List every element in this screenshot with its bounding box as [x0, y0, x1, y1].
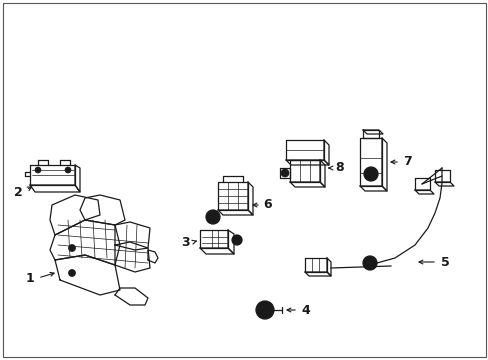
Polygon shape: [247, 182, 252, 215]
Circle shape: [68, 244, 75, 252]
Polygon shape: [115, 222, 150, 250]
Polygon shape: [285, 160, 328, 165]
Text: 1: 1: [25, 271, 34, 284]
Polygon shape: [227, 230, 234, 254]
Text: 7: 7: [403, 156, 411, 168]
Circle shape: [281, 169, 288, 177]
Polygon shape: [326, 258, 330, 276]
Text: 5: 5: [440, 256, 448, 269]
Circle shape: [209, 214, 216, 220]
Circle shape: [35, 167, 41, 173]
Polygon shape: [30, 185, 80, 192]
Polygon shape: [434, 182, 453, 186]
Circle shape: [366, 260, 373, 266]
Polygon shape: [218, 182, 247, 210]
Polygon shape: [305, 272, 330, 276]
Circle shape: [231, 235, 242, 245]
Circle shape: [256, 301, 273, 319]
Circle shape: [362, 256, 376, 270]
Circle shape: [65, 167, 71, 173]
Polygon shape: [200, 248, 234, 254]
Polygon shape: [359, 138, 381, 186]
Polygon shape: [414, 190, 433, 194]
Polygon shape: [289, 182, 325, 187]
Polygon shape: [362, 130, 378, 138]
Polygon shape: [359, 186, 386, 191]
Polygon shape: [55, 255, 120, 295]
Circle shape: [234, 238, 239, 243]
Text: 6: 6: [263, 198, 272, 211]
Polygon shape: [50, 195, 100, 235]
Text: 4: 4: [301, 303, 310, 316]
Polygon shape: [285, 140, 324, 160]
Circle shape: [363, 167, 377, 181]
Circle shape: [260, 305, 269, 315]
Polygon shape: [115, 288, 148, 305]
Circle shape: [205, 210, 220, 224]
Polygon shape: [381, 138, 386, 191]
Polygon shape: [115, 242, 150, 272]
Polygon shape: [324, 140, 328, 165]
Circle shape: [68, 270, 75, 276]
Polygon shape: [362, 130, 382, 134]
Polygon shape: [30, 165, 75, 185]
Polygon shape: [50, 220, 120, 265]
Text: 8: 8: [335, 162, 344, 175]
Polygon shape: [289, 160, 319, 182]
Polygon shape: [148, 250, 158, 263]
Polygon shape: [80, 195, 125, 225]
Polygon shape: [414, 178, 429, 190]
Polygon shape: [75, 165, 80, 192]
Polygon shape: [280, 168, 289, 178]
Polygon shape: [434, 170, 449, 182]
Polygon shape: [200, 230, 227, 248]
Text: 2: 2: [14, 186, 22, 199]
Polygon shape: [319, 160, 325, 187]
Polygon shape: [305, 258, 326, 272]
Text: 3: 3: [181, 235, 189, 248]
Circle shape: [367, 171, 373, 177]
Polygon shape: [218, 210, 252, 215]
